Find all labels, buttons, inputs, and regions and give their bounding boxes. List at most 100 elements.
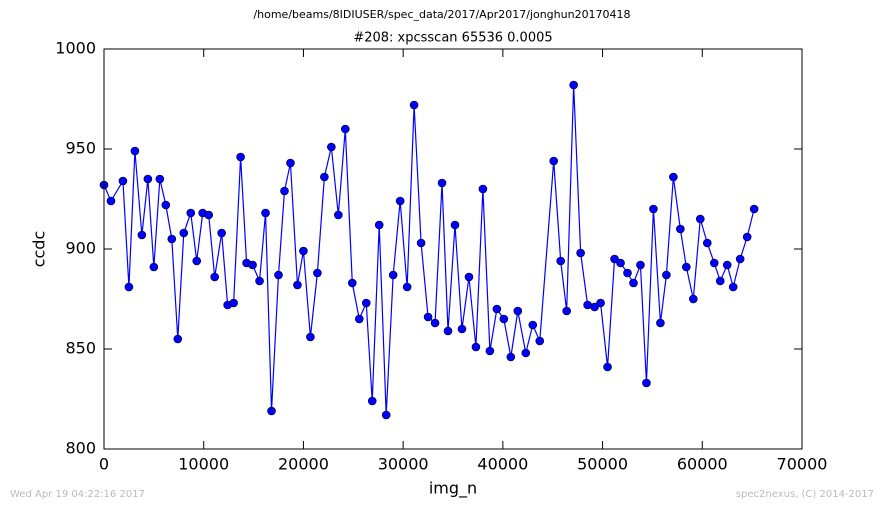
data-point bbox=[629, 278, 638, 288]
data-point bbox=[590, 302, 599, 312]
footer-right: spec2nexus, (C) 2014-2017 bbox=[736, 489, 874, 500]
data-point bbox=[437, 178, 447, 188]
data-point bbox=[347, 278, 357, 288]
data-point bbox=[656, 318, 665, 328]
data-point bbox=[506, 352, 516, 362]
data-point bbox=[464, 272, 474, 282]
data-point bbox=[361, 298, 371, 308]
data-point bbox=[521, 348, 531, 358]
x-tick-label: 30000 bbox=[378, 455, 429, 474]
data-point bbox=[248, 260, 257, 270]
data-point bbox=[286, 158, 295, 168]
data-point bbox=[267, 406, 276, 416]
data-point bbox=[676, 224, 685, 234]
y-tick-label: 900 bbox=[65, 239, 96, 258]
data-point bbox=[722, 260, 732, 270]
data-point bbox=[603, 362, 612, 372]
data-point bbox=[416, 238, 426, 248]
data-point bbox=[409, 100, 419, 110]
data-point bbox=[471, 342, 481, 352]
data-point bbox=[702, 238, 712, 248]
data-point bbox=[596, 298, 605, 308]
data-point bbox=[306, 332, 315, 342]
y-tick-label: 950 bbox=[65, 139, 96, 158]
data-point bbox=[689, 294, 698, 304]
data-point bbox=[320, 172, 329, 182]
data-point bbox=[443, 326, 453, 336]
data-point bbox=[124, 282, 134, 292]
data-point bbox=[255, 276, 264, 286]
data-point bbox=[662, 270, 671, 280]
chart-title: #208: xpcsscan 65536 0.0005 bbox=[353, 31, 552, 46]
data-point bbox=[327, 142, 336, 152]
x-axis-label: img_n bbox=[429, 479, 477, 499]
data-point bbox=[513, 306, 523, 316]
data-point bbox=[313, 268, 322, 278]
y-tick-label: 800 bbox=[65, 439, 96, 458]
data-point bbox=[695, 214, 705, 224]
data-point bbox=[236, 152, 245, 162]
data-point bbox=[749, 204, 759, 214]
data-point bbox=[161, 200, 171, 210]
data-point bbox=[569, 80, 578, 90]
data-point bbox=[535, 336, 545, 346]
data-point bbox=[649, 204, 658, 214]
data-point bbox=[367, 396, 377, 406]
x-tick-label: 50000 bbox=[577, 455, 628, 474]
data-point bbox=[499, 314, 509, 324]
data-point bbox=[280, 186, 289, 196]
data-point bbox=[204, 210, 213, 220]
footer-left: Wed Apr 19 04:22:16 2017 bbox=[10, 489, 145, 500]
data-point bbox=[229, 298, 238, 308]
data-point bbox=[293, 280, 302, 290]
data-point bbox=[299, 246, 308, 256]
data-point bbox=[130, 146, 140, 156]
data-point bbox=[210, 272, 219, 282]
data-point bbox=[549, 156, 559, 166]
data-point bbox=[395, 196, 405, 206]
y-tick-label: 1000 bbox=[55, 39, 96, 58]
data-point bbox=[735, 254, 745, 264]
x-tick-label: 20000 bbox=[278, 455, 329, 474]
data-point bbox=[450, 220, 460, 230]
data-point bbox=[478, 184, 488, 194]
data-point bbox=[354, 314, 364, 324]
data-point bbox=[374, 220, 384, 230]
y-tick-label: 850 bbox=[65, 339, 96, 358]
data-point bbox=[217, 228, 226, 238]
data-point bbox=[155, 174, 165, 184]
data-point bbox=[149, 262, 159, 272]
data-point bbox=[528, 320, 538, 330]
x-tick-label: 10000 bbox=[178, 455, 229, 474]
data-point bbox=[173, 334, 183, 344]
data-point bbox=[576, 248, 585, 258]
data-point bbox=[137, 230, 147, 240]
data-point bbox=[388, 270, 398, 280]
data-point bbox=[402, 282, 412, 292]
y-axis-label: ccdc bbox=[30, 231, 49, 268]
data-point bbox=[742, 232, 752, 242]
data-point bbox=[715, 276, 725, 286]
data-point bbox=[381, 410, 391, 420]
data-point bbox=[562, 306, 571, 316]
data-point bbox=[179, 228, 189, 238]
data-point bbox=[669, 172, 678, 182]
data-point bbox=[192, 256, 202, 266]
data-point bbox=[274, 270, 283, 280]
plot-frame bbox=[103, 48, 803, 450]
data-point bbox=[709, 258, 719, 268]
x-tick-label: 70000 bbox=[777, 455, 828, 474]
data-point bbox=[341, 124, 350, 134]
data-point bbox=[167, 234, 177, 244]
data-point bbox=[143, 174, 153, 184]
x-tick-label: 40000 bbox=[477, 455, 528, 474]
data-point bbox=[457, 324, 467, 334]
data-point bbox=[642, 378, 651, 388]
data-point bbox=[423, 312, 433, 322]
data-point bbox=[485, 346, 495, 356]
data-point bbox=[118, 176, 128, 186]
data-point bbox=[610, 254, 619, 264]
data-point bbox=[492, 304, 502, 314]
